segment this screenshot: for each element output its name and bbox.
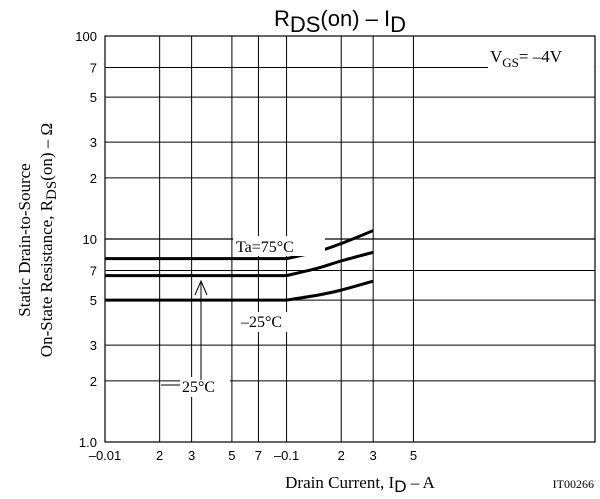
x-tick-label: 5: [410, 448, 417, 463]
y-tick-label: 1.0: [79, 435, 97, 450]
series-layer: [105, 229, 374, 302]
chart-title: RDS(on) – ID: [274, 6, 406, 37]
annotation-arrow-head: [194, 279, 208, 296]
x-tick-label: 2: [338, 448, 345, 463]
y-tick-label: 10: [83, 232, 97, 247]
label-minus25c-bg: [238, 312, 308, 332]
y-tick-labels: 1.0 2 3 5 7 10 2 3 5 7 100: [75, 29, 97, 450]
label-75c-bg: [233, 236, 325, 256]
condition-label: VGS= –4V: [490, 47, 563, 70]
y-axis-title-line1: Static Drain-to-Source: [15, 163, 34, 316]
condition-label-bg: [488, 44, 594, 68]
x-tick-label: 3: [370, 448, 377, 463]
y-tick-label: 100: [75, 29, 97, 44]
x-tick-label: 5: [228, 448, 235, 463]
y-tick-label: 2: [90, 171, 97, 186]
label-ta-75c: Ta=75°C: [236, 239, 294, 256]
series-line-1: [105, 250, 374, 278]
y-tick-label: 7: [90, 263, 97, 278]
series-line-2: [105, 279, 374, 302]
y-tick-label: 5: [90, 90, 97, 105]
series-line-0: [105, 229, 374, 261]
x-tick-label: 2: [156, 448, 163, 463]
x-tick-label: –0.1: [274, 448, 299, 463]
x-axis-title: Drain Current, ID – A: [285, 473, 435, 496]
y-tick-label: 7: [90, 60, 97, 75]
x-tick-label: 3: [188, 448, 195, 463]
x-tick-label: 7: [255, 448, 262, 463]
y-axis-title-line2: On-State Resistance, RDS(on) – Ω: [37, 123, 60, 357]
y-tick-label: 2: [90, 374, 97, 389]
label-25c: 25°C: [182, 379, 215, 396]
x-tick-label: –0.01: [89, 448, 122, 463]
figure-id: IT00266: [553, 477, 594, 491]
y-tick-label: 5: [90, 293, 97, 308]
x-tick-labels: –0.01 2 3 5 7 –0.1 2 3 5: [89, 448, 417, 463]
y-tick-label: 3: [90, 135, 97, 150]
label-minus-25c: –25°C: [240, 314, 282, 331]
label-25c-bg: [180, 377, 230, 397]
y-tick-label: 3: [90, 338, 97, 353]
